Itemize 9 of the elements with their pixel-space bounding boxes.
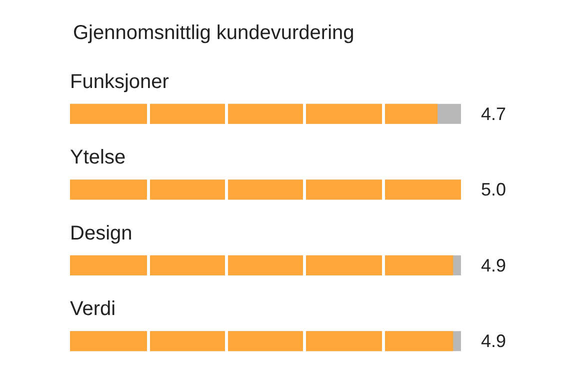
y-tick-label: Design bbox=[70, 222, 132, 244]
data-label: 4.7 bbox=[481, 104, 506, 124]
chart-title: Gjennomsnittlig kundevurdering bbox=[73, 22, 354, 44]
data-label: 4.9 bbox=[481, 331, 506, 352]
y-tick-label: Verdi bbox=[70, 298, 116, 320]
data-label: 4.9 bbox=[481, 255, 506, 276]
y-tick-label: Ytelse bbox=[70, 146, 126, 169]
y-tick-label: Funksjoner bbox=[70, 70, 170, 93]
data-label: 5.0 bbox=[481, 180, 506, 200]
